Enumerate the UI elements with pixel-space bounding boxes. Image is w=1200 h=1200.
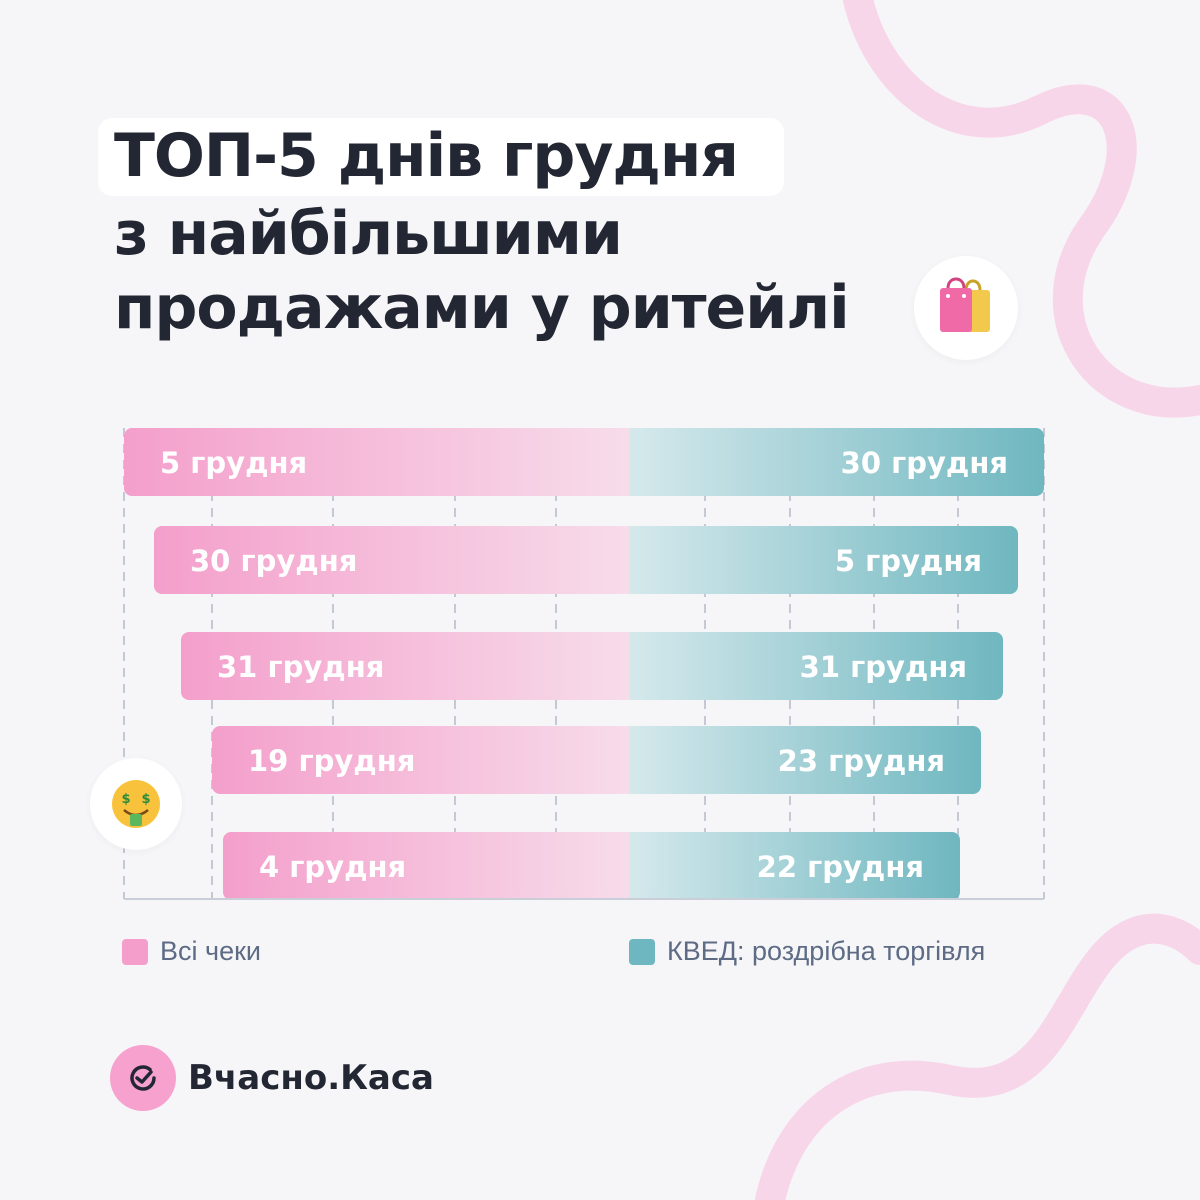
brand-name: Вчасно.Каса [188, 1058, 434, 1098]
legend-swatch-retail [629, 938, 655, 965]
bar-retail-1 [629, 428, 1044, 496]
bar-all-checks-1 [124, 428, 629, 496]
shopping-bags-badge [914, 256, 1018, 360]
bar-retail-2 [629, 526, 1018, 594]
svg-text:$: $ [121, 792, 130, 807]
title-line-2: з найбільшими [114, 199, 623, 269]
label-retail-3: 31 грудня [800, 650, 967, 684]
bar-retail-3 [629, 632, 1003, 700]
bar-all-checks-5 [223, 832, 629, 900]
legend-item-all-checks: Всі чеки [122, 936, 261, 967]
label-retail-1: 30 грудня [841, 446, 1008, 480]
bar-all-checks-2 [154, 526, 629, 594]
brand-logo: Вчасно.Каса [110, 1045, 434, 1111]
label-all-checks-4: 19 грудня [248, 744, 415, 778]
svg-text:$: $ [141, 792, 150, 807]
bar-all-checks-3 [181, 632, 629, 700]
bar-all-checks-4 [212, 726, 629, 794]
label-all-checks-5: 4 грудня [259, 850, 406, 884]
label-retail-2: 5 грудня [835, 544, 982, 578]
legend-label-retail: КВЕД: роздрібна торгівля [667, 936, 986, 966]
label-retail-5: 22 грудня [757, 850, 924, 884]
legend-item-retail: КВЕД: роздрібна торгівля [629, 936, 985, 967]
chart-bars: 5 грудня 30 грудня 30 грудня 5 грудня 31 гру… [124, 428, 1044, 900]
check-clock-icon [130, 1065, 156, 1091]
bar-row-1: 5 грудня 30 грудня [124, 428, 1044, 496]
logo-circle [110, 1045, 176, 1111]
bar-retail-5 [629, 832, 960, 900]
money-mouth-face-icon: $ $ [112, 780, 160, 828]
bar-retail-4 [629, 726, 981, 794]
label-all-checks-2: 30 грудня [190, 544, 357, 578]
legend-swatch-all-checks [122, 938, 148, 965]
label-all-checks-3: 31 грудня [217, 650, 384, 684]
bar-row-5: 4 грудня 22 грудня [223, 832, 960, 900]
bar-row-3: 31 грудня 31 грудня [181, 632, 1003, 700]
legend-label-all-checks: Всі чеки [160, 936, 261, 966]
label-all-checks-1: 5 грудня [160, 446, 307, 480]
label-retail-4: 23 грудня [778, 744, 945, 778]
bar-row-4: 19 грудня 23 грудня [212, 726, 981, 794]
title-line-3: продажами у ритейлі [114, 273, 850, 343]
bar-row-2: 30 грудня 5 грудня [154, 526, 1018, 594]
title-highlight [98, 118, 784, 196]
shopping-bags-icon [940, 277, 990, 332]
title-line-1: ТОП-5 днів грудня [114, 121, 739, 191]
money-face-badge: $ $ [90, 758, 182, 850]
